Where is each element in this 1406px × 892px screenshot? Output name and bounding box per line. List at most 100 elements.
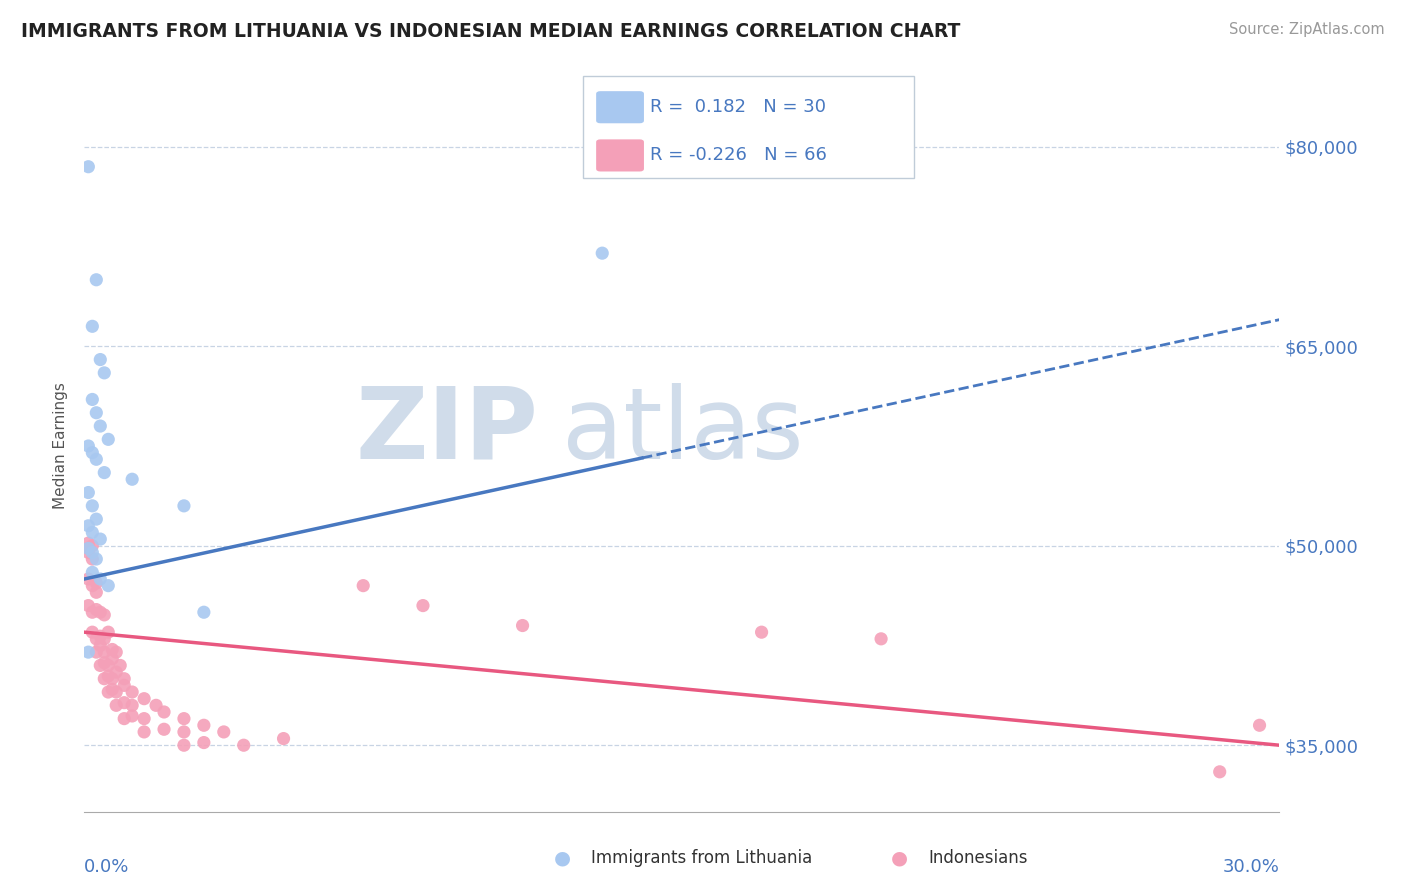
- Point: [82, 499, 104, 513]
- Point: [105, 665, 128, 679]
- Point: [1209, 764, 1232, 779]
- Point: [1249, 718, 1271, 732]
- Point: [77, 572, 100, 586]
- Point: [89, 532, 111, 546]
- Point: [121, 709, 143, 723]
- Point: [121, 472, 143, 486]
- Point: [89, 629, 111, 643]
- Point: [193, 718, 215, 732]
- Point: [89, 419, 111, 434]
- Point: [82, 605, 104, 619]
- Point: [82, 525, 104, 540]
- Point: [77, 536, 100, 550]
- Point: [110, 658, 132, 673]
- Text: ●: ●: [554, 848, 571, 868]
- Point: [112, 696, 135, 710]
- Point: [101, 652, 124, 666]
- Point: [97, 669, 120, 683]
- Point: [77, 541, 100, 556]
- Point: [93, 607, 115, 622]
- Point: [86, 273, 108, 287]
- Text: R = -0.226   N = 66: R = -0.226 N = 66: [650, 146, 827, 164]
- Text: IMMIGRANTS FROM LITHUANIA VS INDONESIAN MEDIAN EARNINGS CORRELATION CHART: IMMIGRANTS FROM LITHUANIA VS INDONESIAN …: [21, 22, 960, 41]
- Point: [751, 625, 773, 640]
- Point: [89, 572, 111, 586]
- Point: [101, 682, 124, 697]
- Text: Indonesians: Indonesians: [928, 849, 1028, 867]
- Point: [153, 705, 176, 719]
- Point: [212, 725, 235, 739]
- Point: [173, 725, 195, 739]
- Point: [145, 698, 167, 713]
- Point: [77, 541, 100, 556]
- Point: [82, 445, 104, 459]
- Point: [173, 499, 195, 513]
- Point: [86, 602, 108, 616]
- Point: [121, 685, 143, 699]
- Point: [86, 645, 108, 659]
- Point: [101, 672, 124, 686]
- Point: [82, 625, 104, 640]
- Point: [132, 712, 156, 726]
- Point: [77, 439, 100, 453]
- Point: [86, 552, 108, 566]
- Point: [153, 723, 176, 737]
- Text: Source: ZipAtlas.com: Source: ZipAtlas.com: [1229, 22, 1385, 37]
- Point: [132, 691, 156, 706]
- Point: [77, 485, 100, 500]
- Text: 0.0%: 0.0%: [84, 858, 129, 876]
- Point: [93, 645, 115, 659]
- Point: [77, 545, 100, 559]
- Point: [82, 392, 104, 407]
- Point: [93, 656, 115, 670]
- Point: [89, 352, 111, 367]
- Point: [105, 645, 128, 659]
- Point: [82, 319, 104, 334]
- Point: [512, 618, 534, 632]
- Point: [86, 512, 108, 526]
- Point: [193, 735, 215, 749]
- Point: [82, 545, 104, 559]
- Point: [173, 712, 195, 726]
- Point: [97, 579, 120, 593]
- Point: [352, 579, 374, 593]
- Point: [82, 579, 104, 593]
- Point: [86, 452, 108, 467]
- Point: [412, 599, 434, 613]
- Point: [77, 518, 100, 533]
- Point: [82, 566, 104, 580]
- Point: [132, 725, 156, 739]
- Point: [97, 658, 120, 673]
- Point: [121, 698, 143, 713]
- Point: [86, 632, 108, 646]
- Point: [193, 605, 215, 619]
- Point: [93, 466, 115, 480]
- Point: [97, 433, 120, 447]
- Point: [97, 625, 120, 640]
- Point: [112, 678, 135, 692]
- Y-axis label: Median Earnings: Median Earnings: [53, 383, 69, 509]
- Point: [105, 698, 128, 713]
- Text: ●: ●: [891, 848, 908, 868]
- Point: [86, 406, 108, 420]
- Text: Immigrants from Lithuania: Immigrants from Lithuania: [591, 849, 811, 867]
- Point: [93, 672, 115, 686]
- Point: [89, 658, 111, 673]
- Text: ZIP: ZIP: [356, 383, 538, 480]
- Point: [82, 539, 104, 553]
- Point: [93, 632, 115, 646]
- Point: [870, 632, 893, 646]
- Point: [273, 731, 295, 746]
- Point: [86, 576, 108, 591]
- Text: R =  0.182   N = 30: R = 0.182 N = 30: [650, 98, 825, 116]
- Point: [77, 160, 100, 174]
- Point: [591, 246, 613, 260]
- Text: atlas: atlas: [562, 383, 804, 480]
- Point: [89, 639, 111, 653]
- Point: [93, 366, 115, 380]
- Point: [97, 685, 120, 699]
- Point: [101, 642, 124, 657]
- Point: [112, 672, 135, 686]
- Point: [232, 738, 254, 752]
- Point: [105, 685, 128, 699]
